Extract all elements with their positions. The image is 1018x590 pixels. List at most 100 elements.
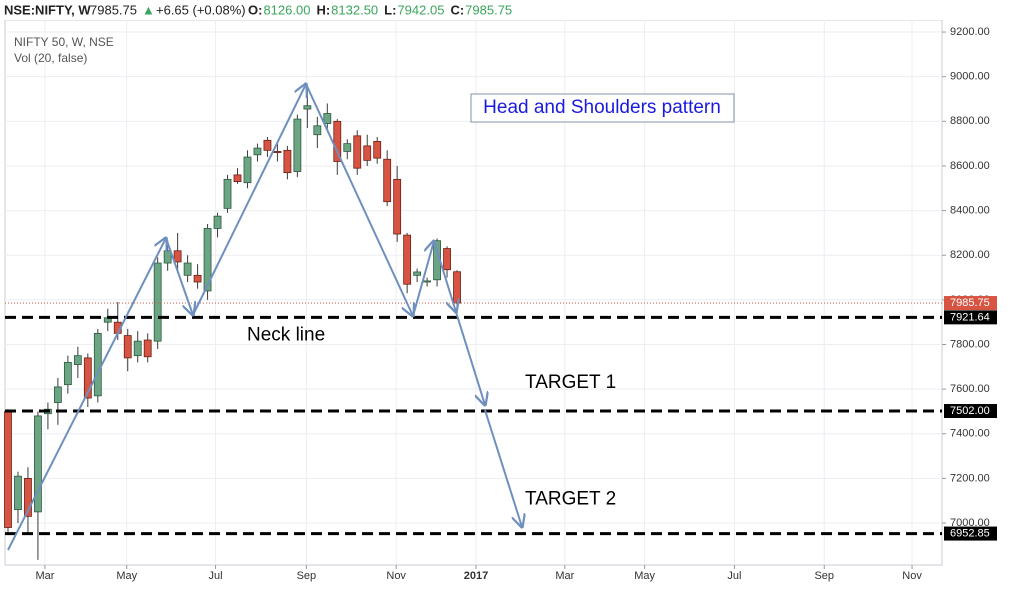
x-tick-label: Jul xyxy=(727,570,741,582)
pattern-arrows xyxy=(7,83,522,551)
x-tick-label: Sep xyxy=(814,570,834,582)
candle-body xyxy=(273,151,282,153)
candle-body xyxy=(343,143,352,152)
x-tick-label: Sep xyxy=(297,570,317,582)
candle-body xyxy=(123,335,132,359)
candle-body xyxy=(393,178,402,235)
ohlc-label: L: xyxy=(384,2,396,17)
x-tick-label: Mar xyxy=(35,570,54,582)
candle-body xyxy=(313,125,322,136)
candle-body xyxy=(453,271,461,304)
candle-body xyxy=(293,118,302,172)
candle-body xyxy=(93,332,102,397)
level-text: TARGET 2 xyxy=(525,489,616,510)
y-tick-label: 9000.00 xyxy=(950,71,990,83)
y-tick-label: 7000.00 xyxy=(950,517,990,529)
candle-body xyxy=(213,215,222,229)
candle-body xyxy=(353,135,362,169)
arrow xyxy=(7,238,166,551)
x-tick-label: Jul xyxy=(209,570,223,582)
change-arrow: ▲ xyxy=(142,2,155,17)
candle-body xyxy=(73,355,82,365)
candle-body xyxy=(253,147,262,156)
y-tick-label: 8200.00 xyxy=(950,249,990,261)
arrow xyxy=(455,311,485,405)
ohlc-value: 7942.05 xyxy=(397,2,444,17)
candle-body xyxy=(443,248,451,271)
last-price-label: 7985.75 xyxy=(950,297,990,309)
candle-body xyxy=(413,271,422,276)
annotation-box xyxy=(470,93,735,123)
annotation: Head and Shoulders pattern xyxy=(483,97,721,118)
candle-body xyxy=(323,113,332,124)
level-box xyxy=(944,310,997,325)
y-tick-label: 9200.00 xyxy=(950,26,990,38)
right-margin xyxy=(1000,0,1018,590)
header-bar xyxy=(0,0,1018,20)
candle-body xyxy=(63,361,72,386)
level-text: TARGET 1 xyxy=(525,372,616,393)
candle-body xyxy=(263,139,272,151)
ohlc-label: O: xyxy=(248,2,262,17)
ohlc-value: 8126.00 xyxy=(263,2,310,17)
candle-body xyxy=(14,475,22,511)
arrow xyxy=(412,241,434,317)
arrow xyxy=(433,240,456,312)
arrow xyxy=(484,409,522,527)
candle-body xyxy=(403,234,412,285)
y-tick-label: 8800.00 xyxy=(950,115,990,127)
candle-body xyxy=(53,386,62,403)
arrow xyxy=(165,237,193,315)
price: 7985.75 xyxy=(90,2,137,17)
change: +6.65 (+0.08%) xyxy=(156,2,246,17)
candle-body xyxy=(193,274,202,283)
ohlc-value: 8132.50 xyxy=(331,2,378,17)
ohlc-value: 7985.75 xyxy=(465,2,512,17)
x-tick-label: 2017 xyxy=(464,570,488,582)
candle-body xyxy=(83,357,92,399)
level-label: 7921.64 xyxy=(950,311,990,323)
candle-body xyxy=(373,141,382,159)
level-label: 7502.00 xyxy=(950,405,990,417)
x-tick-label: May xyxy=(116,570,137,582)
candle-body xyxy=(183,262,192,276)
symbol: NSE:NIFTY, W xyxy=(4,2,91,17)
y-tick-label: 7400.00 xyxy=(950,428,990,440)
candle-body xyxy=(223,178,232,209)
y-tick-label: 7600.00 xyxy=(950,383,990,395)
subtitle: Vol (20, false) xyxy=(14,51,87,65)
y-tick-label: 8600.00 xyxy=(950,160,990,172)
ohlc-label: C: xyxy=(450,2,464,17)
candle-body xyxy=(133,340,142,357)
levels: 7985.75 7921.64 Neck line 7502.00 TARGET 1 69… xyxy=(5,296,997,541)
candle-body xyxy=(333,120,342,162)
candle-body xyxy=(143,339,152,358)
candle-body xyxy=(153,262,162,342)
candle-body xyxy=(423,280,431,283)
x-tick-label: Nov xyxy=(902,570,922,582)
candle-body xyxy=(203,228,212,292)
candles xyxy=(4,85,461,560)
level-box xyxy=(944,404,997,419)
x-tick-label: May xyxy=(634,570,655,582)
candle-body xyxy=(363,145,372,161)
level-box xyxy=(944,526,997,541)
arrow xyxy=(192,84,306,316)
level-text: Neck line xyxy=(247,324,325,345)
candle-body xyxy=(173,250,182,263)
y-tick-label: 7800.00 xyxy=(950,338,990,350)
level-label: 6952.85 xyxy=(950,527,990,539)
chart-title: NIFTY 50, W, NSE xyxy=(14,35,114,49)
y-tick-label: 8400.00 xyxy=(950,205,990,217)
x-tick-label: Nov xyxy=(386,570,406,582)
candle-body xyxy=(24,478,32,517)
last-price-box xyxy=(944,296,997,311)
candle-body xyxy=(34,415,42,513)
candle-body xyxy=(243,156,252,184)
candle-body xyxy=(4,411,12,528)
ohlc: O: 8126.00 H: 8132.50 L: 7942.05 C: 7985.75 xyxy=(248,2,512,17)
candle-body xyxy=(383,158,392,203)
arrow xyxy=(305,83,413,316)
